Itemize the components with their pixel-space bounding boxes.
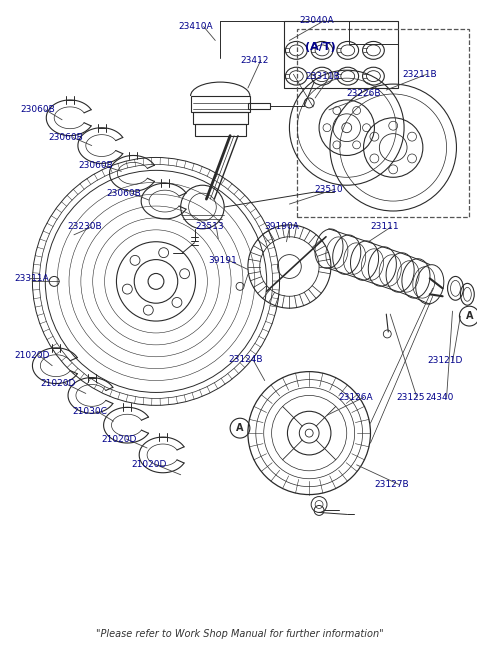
Text: 23121D: 23121D <box>428 356 463 365</box>
Text: 23127B: 23127B <box>374 480 409 489</box>
Bar <box>297 29 469 217</box>
Text: 39191: 39191 <box>208 256 237 265</box>
Bar <box>192 112 248 124</box>
Text: 23060B: 23060B <box>78 161 113 170</box>
Text: 23226B: 23226B <box>347 89 381 98</box>
Text: 23125: 23125 <box>396 393 425 402</box>
Text: 23060B: 23060B <box>107 189 141 197</box>
Text: 23124B: 23124B <box>228 356 263 364</box>
Text: 23060B: 23060B <box>21 106 55 114</box>
Text: 21020D: 21020D <box>14 351 50 360</box>
Text: 21030C: 21030C <box>72 407 107 416</box>
Text: 39190A: 39190A <box>264 222 300 232</box>
Text: 21020D: 21020D <box>102 434 137 443</box>
Text: 23060B: 23060B <box>48 133 83 142</box>
Text: 21020D: 21020D <box>40 379 76 388</box>
Text: 23230B: 23230B <box>67 222 102 232</box>
Text: 21020D: 21020D <box>131 461 167 469</box>
Text: 23311B: 23311B <box>305 72 340 81</box>
Bar <box>248 103 270 109</box>
Text: 23513: 23513 <box>195 222 224 232</box>
Bar <box>191 96 250 112</box>
Text: 23510: 23510 <box>314 185 343 194</box>
Text: 23410A: 23410A <box>179 22 213 31</box>
Text: (A/T): (A/T) <box>305 43 336 52</box>
Bar <box>194 124 246 136</box>
Text: 23412: 23412 <box>240 56 268 65</box>
Text: 23126A: 23126A <box>339 393 373 402</box>
Text: A: A <box>466 311 473 321</box>
Text: 24340: 24340 <box>426 393 454 402</box>
Text: 23311A: 23311A <box>14 274 49 283</box>
Text: A: A <box>236 423 244 433</box>
Text: "Please refer to Work Shop Manual for further information": "Please refer to Work Shop Manual for fu… <box>96 629 384 640</box>
Bar <box>285 20 398 88</box>
Text: 23040A: 23040A <box>300 16 334 25</box>
Text: 23211B: 23211B <box>402 70 437 79</box>
Text: 23111: 23111 <box>371 222 399 232</box>
